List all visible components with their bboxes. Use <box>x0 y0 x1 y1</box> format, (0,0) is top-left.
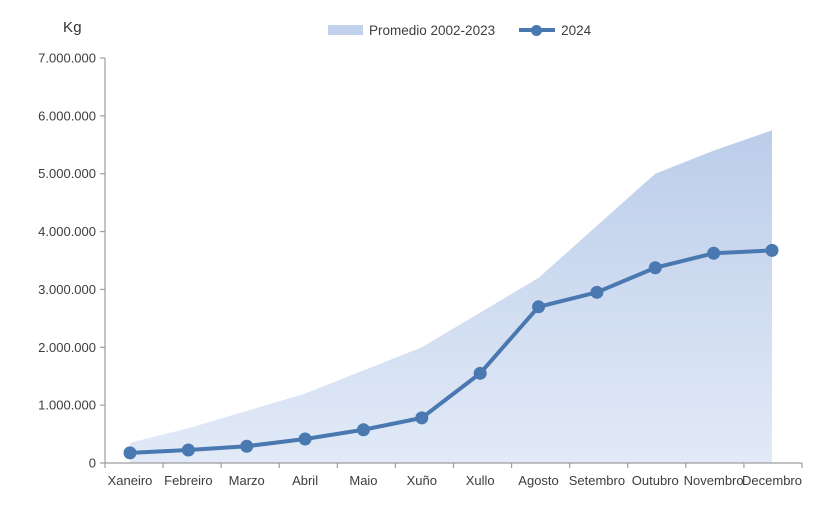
data-point-marker <box>123 446 137 460</box>
legend-item-promedio: Promedio 2002-2023 <box>328 23 495 38</box>
x-axis-label: Agosto <box>518 473 558 488</box>
y-axis-tick-label: 6.000.000 <box>38 108 96 123</box>
data-point-marker <box>473 366 487 380</box>
x-axis-label: Outubro <box>632 473 679 488</box>
data-point-marker <box>356 423 370 437</box>
y-axis-tick-label: 1.000.000 <box>38 398 96 413</box>
legend-label-promedio: Promedio 2002-2023 <box>369 22 496 38</box>
line-series-2024 <box>128 248 774 455</box>
x-axis-label: Xullo <box>466 473 495 488</box>
data-point-marker <box>415 411 429 425</box>
legend-item-2024: 2024 <box>519 23 591 38</box>
y-axis-tick-label: 4.000.000 <box>38 224 96 239</box>
y-axis-tick-label: 0 <box>89 456 96 471</box>
x-axis-label: Setembro <box>569 473 625 488</box>
legend-label-2024: 2024 <box>561 22 592 38</box>
data-point-marker <box>590 285 604 299</box>
y-axis-title: Kg <box>63 19 82 36</box>
x-axis-label: Novembro <box>684 473 744 488</box>
x-axis-label: Xuño <box>407 473 437 488</box>
x-axis-label: Xaneiro <box>108 473 153 488</box>
data-point-marker <box>298 432 312 446</box>
area-series-promedio <box>130 130 772 464</box>
y-axis-tick-label: 5.000.000 <box>38 166 96 181</box>
y-axis-tick-label: 2.000.000 <box>38 340 96 355</box>
x-axis-label: Febreiro <box>164 473 212 488</box>
promedio-area-swatch-icon <box>328 25 363 35</box>
x-axis-label: Abril <box>292 473 318 488</box>
data-point-marker <box>648 261 662 275</box>
x-axis-label: Decembro <box>742 473 802 488</box>
data-point-marker <box>240 439 254 453</box>
data-point-marker <box>765 243 779 257</box>
y-axis-tick-label: 3.000.000 <box>38 282 96 297</box>
line-marker-icon <box>519 24 556 36</box>
data-point-marker <box>181 443 195 457</box>
chart-legend: Promedio 2002-2023 2024 <box>328 20 591 40</box>
x-axis-label: Maio <box>349 473 377 488</box>
x-axis-label: Marzo <box>229 473 265 488</box>
data-point-marker <box>707 246 721 260</box>
y-axis-tick-label: 7.000.000 <box>38 51 96 66</box>
data-point-marker <box>532 300 546 314</box>
